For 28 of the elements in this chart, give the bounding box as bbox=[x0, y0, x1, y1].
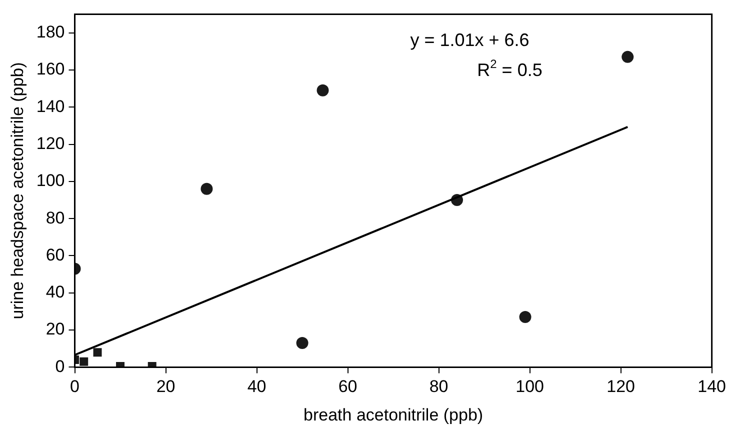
point bbox=[296, 337, 308, 350]
y-tick-label: 180 bbox=[36, 22, 65, 42]
y-tick-label: 40 bbox=[46, 282, 65, 302]
x-axis-title: breath acetonitrile (ppb) bbox=[304, 405, 484, 424]
x-tick-label: 140 bbox=[698, 377, 726, 396]
x-tick-label: 100 bbox=[516, 377, 544, 396]
x-tick-label: 120 bbox=[606, 377, 635, 396]
point bbox=[519, 311, 532, 324]
y-tick-label: 20 bbox=[46, 320, 65, 339]
x-tick-label: 40 bbox=[247, 377, 266, 396]
y-tick-label: 60 bbox=[46, 245, 65, 264]
x-tick-label: 80 bbox=[429, 377, 448, 396]
point bbox=[93, 348, 102, 357]
y-axis-title: urine headspace acetonitrile (ppb) bbox=[8, 62, 27, 320]
annotation: y = 1.01x + 6.6 bbox=[410, 30, 530, 50]
point bbox=[316, 84, 329, 96]
point bbox=[80, 357, 88, 366]
y-tick-label: 0 bbox=[55, 356, 65, 376]
y-tick-label: 160 bbox=[36, 60, 65, 79]
point bbox=[622, 50, 634, 63]
y-tick-label: 80 bbox=[46, 208, 65, 228]
y-tick-label: 140 bbox=[36, 96, 65, 116]
y-tick-label: 120 bbox=[36, 134, 65, 153]
x-tick-label: 20 bbox=[156, 377, 176, 396]
x-tick-label: 60 bbox=[338, 377, 358, 396]
point bbox=[200, 182, 213, 195]
y-tick-label: 100 bbox=[36, 171, 65, 190]
x-tick-label: 0 bbox=[70, 377, 80, 396]
